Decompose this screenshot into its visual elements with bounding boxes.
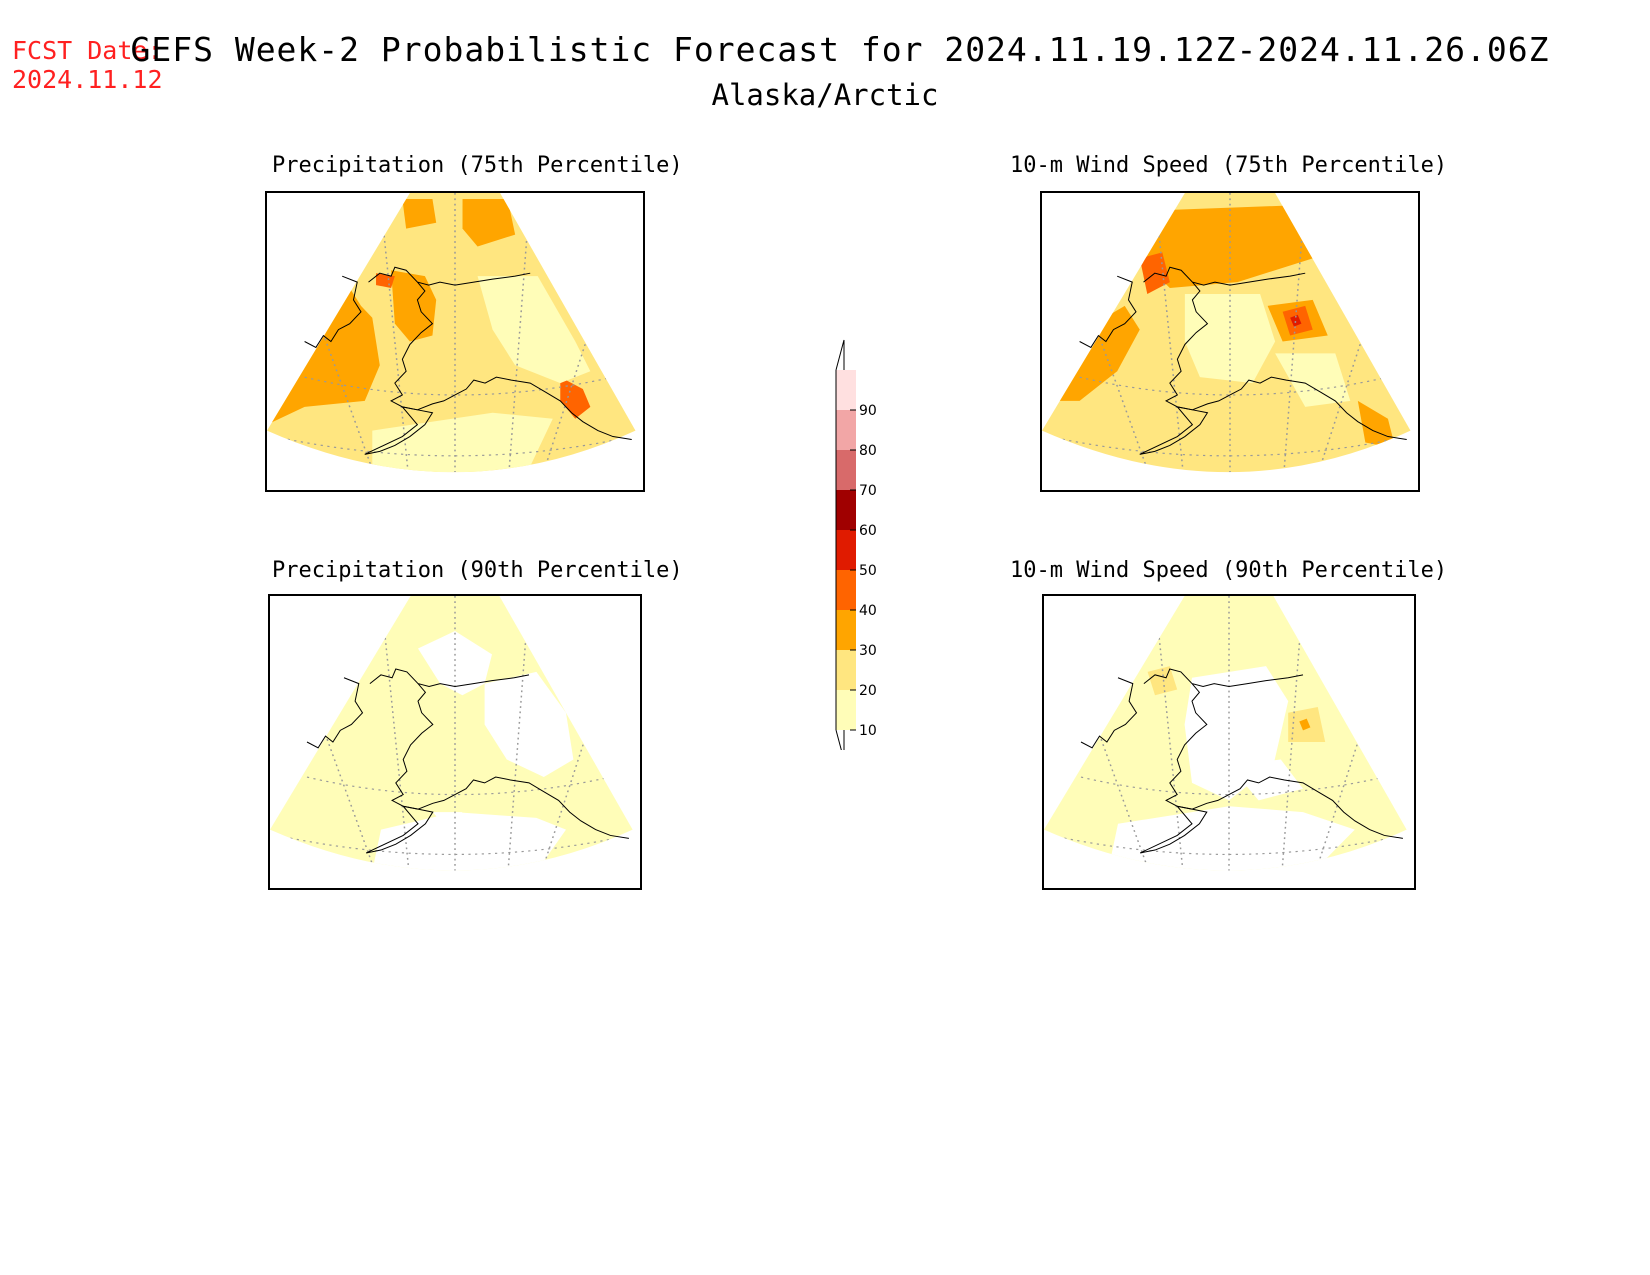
panel-title-precip75: Precipitation (75th Percentile) — [272, 153, 683, 178]
coastline — [1081, 669, 1403, 853]
probability-contour — [267, 276, 380, 425]
panel-title-precip90: Precipitation (90th Percentile) — [272, 558, 683, 583]
graticule — [1051, 596, 1404, 871]
coastline — [1080, 267, 1407, 454]
colorbar-swatch — [836, 410, 856, 450]
probability-contour — [1147, 666, 1178, 696]
colorbar-swatch — [836, 690, 856, 730]
map-panel-wind90 — [1042, 594, 1416, 890]
forecast-date-label: FCST Date: 2024.11.12 — [12, 36, 163, 94]
probability-contour — [1229, 759, 1303, 801]
colorbar-label: 90 — [859, 403, 877, 419]
probability-contour — [484, 671, 574, 778]
forecast-domain — [270, 596, 633, 871]
colorbar-swatch — [836, 450, 856, 490]
colorbar-label: 80 — [859, 443, 877, 459]
map-svg — [1042, 193, 1411, 473]
colorbar: 10 20 30 40 50 60 70 80 90 — [826, 330, 906, 761]
colorbar-label: 30 — [859, 643, 877, 659]
colorbar-label: 20 — [859, 683, 877, 699]
probability-contour — [402, 198, 437, 229]
colorbar-swatch — [836, 370, 856, 410]
colorbar-bottom-end — [835, 729, 845, 761]
graticule — [277, 596, 630, 871]
graticule — [274, 193, 632, 473]
colorbar-label: 40 — [859, 603, 877, 619]
colorbar-swatch — [836, 570, 856, 610]
probability-contour — [1290, 314, 1302, 327]
colorbar-swatch — [836, 490, 856, 530]
forecast-domain — [267, 193, 636, 473]
region-subtitle: Alaska/Arctic — [711, 78, 939, 112]
fcst-date: 2024.11.12 — [12, 65, 163, 94]
panel-title-wind90: 10-m Wind Speed (90th Percentile) — [1010, 558, 1448, 583]
fcst-label: FCST Date: — [12, 36, 163, 65]
page-title: GEFS Week-2 Probabilistic Forecast for 2… — [130, 30, 1550, 69]
colorbar-swatch — [836, 530, 856, 570]
probability-contour — [1118, 601, 1163, 637]
probability-contour — [1357, 400, 1396, 449]
coastline — [307, 669, 629, 853]
probability-contour — [477, 276, 591, 384]
map-svg — [267, 193, 636, 473]
coastline — [305, 267, 632, 454]
map-panel-precip90 — [268, 594, 642, 890]
map-panel-precip75 — [265, 191, 645, 492]
map-svg — [1044, 596, 1407, 871]
map-panel-wind75 — [1040, 191, 1420, 492]
colorbar-swatch — [836, 650, 856, 690]
probability-contour — [1110, 806, 1355, 871]
probability-contour — [418, 631, 492, 696]
panel-title-wind75: 10-m Wind Speed (75th Percentile) — [1010, 153, 1448, 178]
probability-contour — [372, 412, 553, 473]
colorbar-label: 50 — [859, 563, 877, 579]
probability-contour — [1275, 353, 1351, 407]
graticule — [1049, 193, 1407, 473]
probability-contour — [373, 812, 566, 871]
probability-contour — [432, 812, 463, 830]
colorbar-label: 10 — [859, 723, 877, 739]
colorbar-svg: 10 20 30 40 50 60 70 80 90 — [835, 339, 877, 761]
probability-contour — [391, 270, 437, 342]
colorbar-label: 70 — [859, 483, 877, 499]
probability-contour — [376, 273, 395, 289]
probability-contour — [1299, 718, 1311, 731]
colorbar-top-end — [835, 339, 845, 371]
colorbar-label: 60 — [859, 523, 877, 539]
probability-contour — [462, 198, 516, 247]
probability-contour — [1139, 204, 1313, 289]
map-svg — [270, 596, 633, 871]
colorbar-swatch — [836, 610, 856, 650]
